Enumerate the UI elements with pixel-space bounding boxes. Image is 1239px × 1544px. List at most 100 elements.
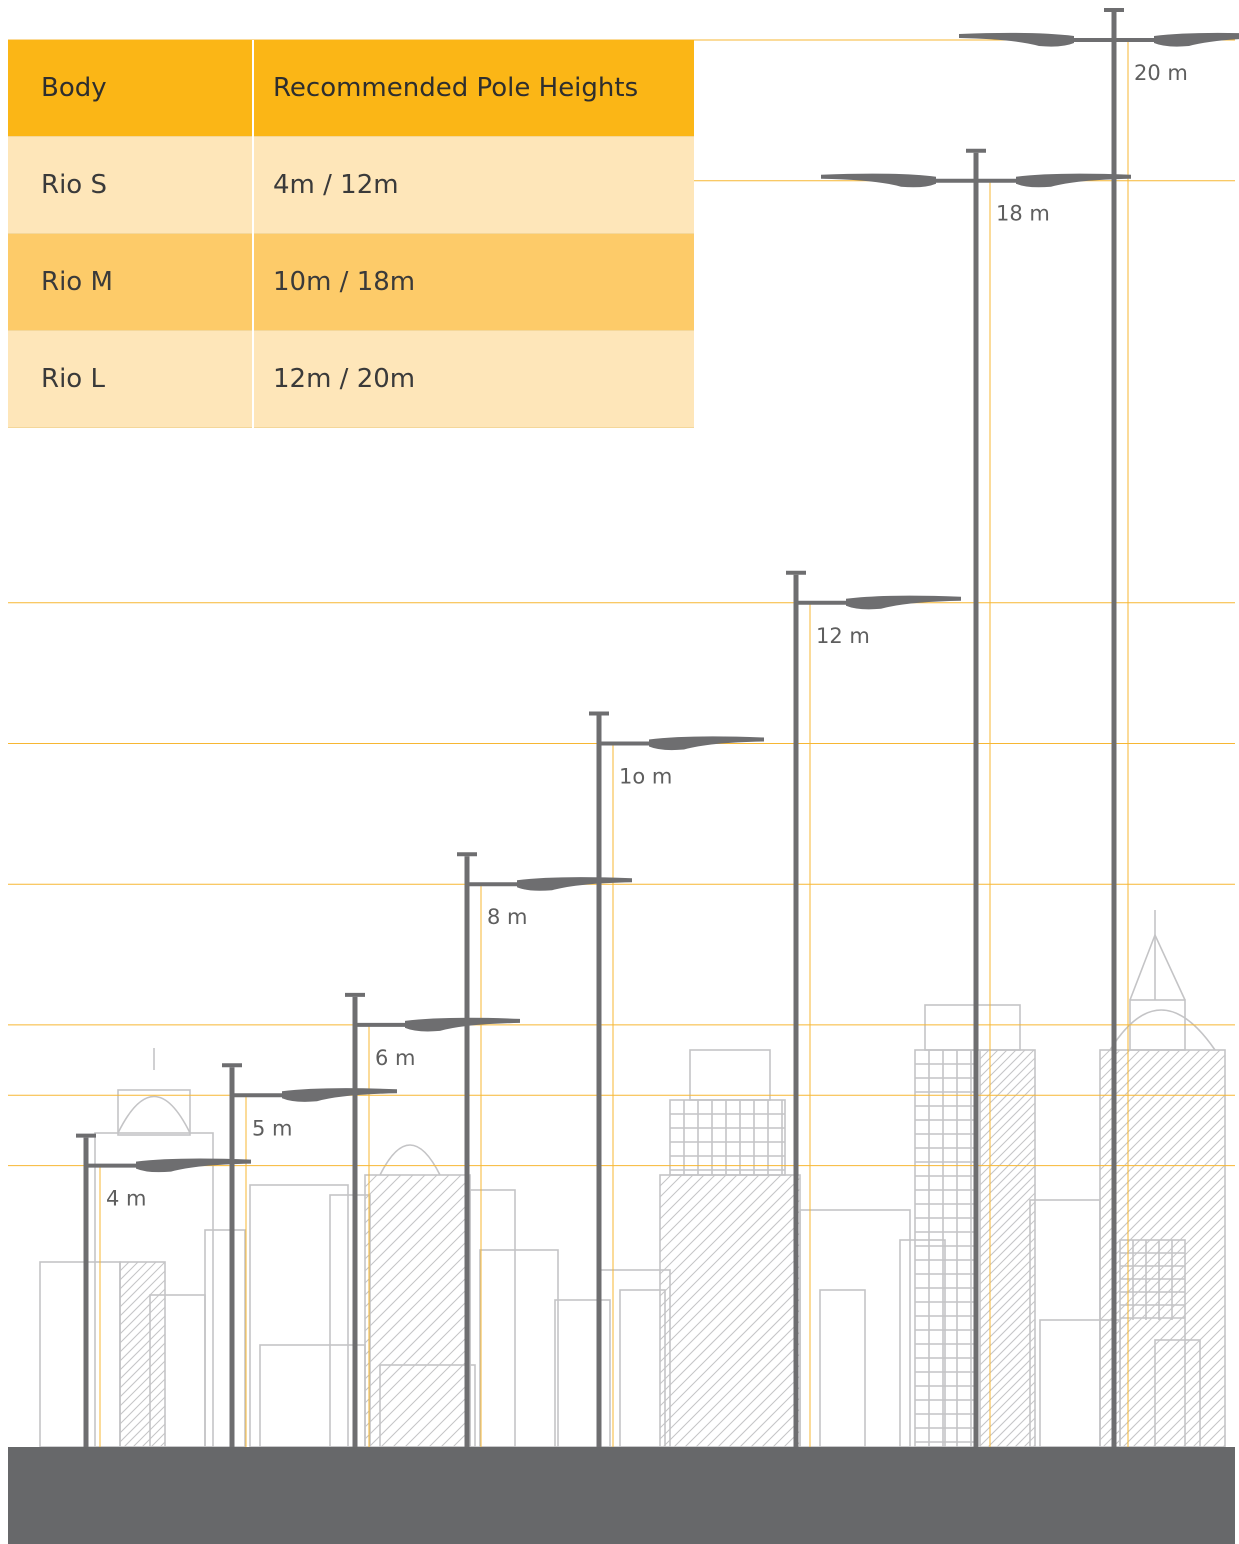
sketch-hatch [659,1174,694,1209]
sketch-hatch [1099,1124,1226,1251]
sketch-hatch [659,1287,801,1429]
sketch-hatch [1112,1334,1226,1448]
table-header-row: Body Recommended Pole Heights [8,40,694,137]
sketch-hatch [119,1270,166,1317]
luminaire-icon [282,1088,397,1102]
sketch-building [479,1249,559,1448]
sketch-hatch [979,1084,1036,1141]
sketch-hatch [979,1049,990,1060]
sketch-hatch [1132,1354,1226,1448]
sketch-hatch [979,1345,1036,1402]
sketch-hatch [1099,1054,1226,1181]
sketch-hatch [1099,1049,1151,1101]
sketch-hatch [1099,1084,1226,1211]
sketch-hatch [979,1165,1036,1222]
sketch-hatch [750,1397,801,1448]
sketch-building [149,1294,206,1448]
sketch-hatch [1099,1049,1121,1071]
sketch-hatch [979,1291,1036,1348]
sketch-hatch [996,1408,1036,1448]
luminaire-icon [959,32,1074,47]
sketch-hatch [416,1393,471,1448]
sketch-hatch [119,1360,166,1407]
sketch-hatch [979,1300,1036,1357]
sketch-hatch [1099,1049,1211,1161]
sketch-hatch [119,1387,166,1434]
sketch-hatch [979,1201,1036,1258]
sketch-hatch [659,1276,801,1418]
pole-10m: 1o m [589,711,764,1457]
sketch-hatch [364,1297,471,1404]
sketch-hatch [979,1372,1036,1429]
luminaire-icon [846,595,961,610]
luminaire-body [1016,173,1131,188]
sketch-hatch [659,1265,801,1407]
sketch-hatch [979,1129,1036,1186]
pole-12m: 12 m [786,570,961,1457]
sketch-hatch [659,1174,793,1308]
sketch-hatch [659,1174,738,1253]
sketch-hatch [979,1264,1036,1321]
ground [8,1447,1235,1544]
sketch-hatch [662,1309,801,1448]
sketch-building [259,1344,366,1448]
sketch-building [1119,1239,1186,1448]
sketch-hatch [659,1232,801,1374]
sketch-hatch [1099,1094,1226,1221]
sketch-hatch [1099,1134,1226,1261]
sketch-hatch [659,1174,716,1231]
sketch-hatch [1099,1184,1226,1311]
cell-body: Rio S [8,136,254,234]
sketch-hatch [979,1282,1036,1339]
sketch-hatch [119,1261,157,1299]
header-pole-heights: Recommended Pole Heights [253,40,694,137]
sketch-hatch [979,1255,1036,1312]
sketch-hatch [659,1174,760,1275]
sketch-hatch [1099,1144,1226,1271]
pole-6m: 6 m [345,992,520,1457]
sketch-hatch [659,1210,801,1352]
sketch-hatch [979,1156,1036,1213]
sketch-hatch [659,1199,801,1341]
sketch-hatch [1023,1435,1036,1448]
sketch-hatch [364,1177,471,1284]
sketch-hatch [659,1174,749,1264]
luminaire-icon [405,1017,520,1032]
sketch-hatch [979,1049,1026,1096]
sketch-hatch [979,1390,1036,1447]
sketch-hatch [979,1363,1036,1420]
sketch-hatch [364,1174,450,1260]
sketch-building [117,1089,191,1136]
sketch-hatch [979,1102,1036,1159]
sketch-hatch [979,1111,1036,1168]
cell-body: Rio M [8,233,254,331]
sketch-hatch [1182,1404,1226,1448]
sketch-building [94,1132,214,1448]
sketch-hatch [1212,1434,1226,1448]
sketch-hatch [364,1174,438,1248]
sketch-hatch [364,1249,471,1356]
luminaire-body [959,32,1074,47]
sketch-hatch [717,1364,801,1448]
sketch-hatch [659,1174,727,1242]
sketch-hatch [159,1441,166,1448]
sketch-hatch [364,1285,471,1392]
table-row: Rio M 10m / 18m [8,233,694,331]
sketch-hatch [659,1174,672,1187]
sketch-hatch [1122,1344,1226,1448]
sketch-hatch [659,1177,801,1319]
sketch-hatch [979,1057,1036,1114]
sketch-hatch [1099,1049,1161,1111]
luminaire-body [1154,32,1239,47]
sketch-hatch [1099,1244,1226,1371]
sketch-hatch [1099,1049,1221,1171]
sketch-hatch [979,1147,1036,1204]
luminaire-icon [1016,173,1131,188]
sketch-hatch [979,1210,1036,1267]
sketch-building [39,1261,121,1448]
luminaire-body [405,1017,520,1032]
pole-height-label: 5 m [252,1116,293,1140]
sketch-hatch [119,1369,166,1416]
sketch-hatch [119,1306,166,1353]
